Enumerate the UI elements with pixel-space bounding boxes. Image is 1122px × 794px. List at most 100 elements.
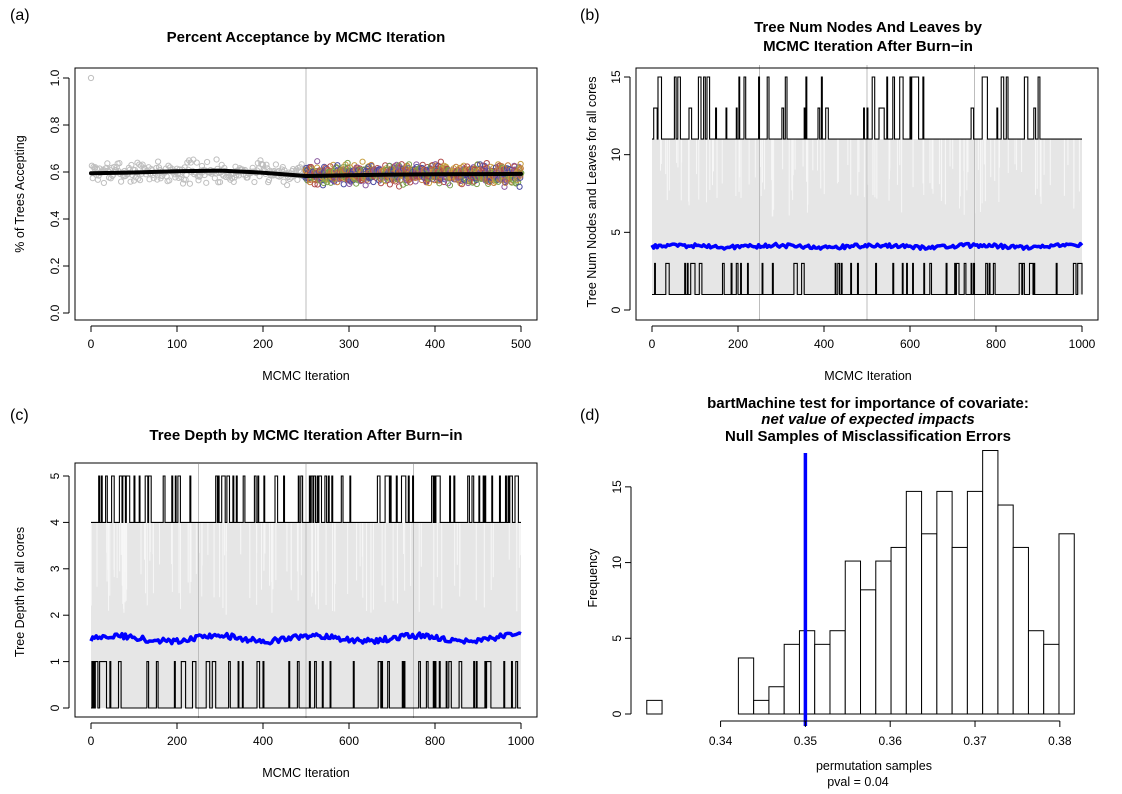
acceptance-point — [127, 178, 134, 185]
histogram-bar — [890, 546, 907, 715]
pb-x-tick-label: 600 — [900, 337, 920, 351]
panel-b-plot-area — [650, 65, 1084, 320]
pa-x-tick-label: 300 — [339, 337, 359, 351]
histogram-bar — [646, 699, 663, 715]
acceptance-point — [104, 160, 111, 167]
panel-b-x-label: MCMC Iteration — [824, 369, 912, 383]
histogram-bar — [783, 643, 800, 715]
pd-x-tick-label: 0.38 — [1048, 734, 1072, 748]
acceptance-point — [244, 174, 251, 181]
panel-c-plot-area — [89, 464, 522, 718]
acceptance-point — [516, 183, 523, 190]
acceptance-point — [118, 178, 125, 185]
pd-x-tick-label: 0.36 — [879, 734, 903, 748]
acceptance-point — [473, 180, 480, 188]
pa-x-tick-label: 400 — [425, 337, 445, 351]
panel-c-label: (c) — [10, 407, 29, 424]
histogram-bar — [1027, 630, 1045, 715]
panel-c-frame — [74, 462, 538, 718]
acceptance-point — [263, 161, 270, 168]
pb-x-tick-label: 0 — [649, 337, 656, 351]
acceptance-point — [481, 163, 488, 170]
panel-a-title: Percent Acceptance by MCMC Iteration — [167, 29, 446, 46]
panel-a-y-label: % of Trees Accepting — [13, 135, 27, 252]
acceptance-point — [405, 161, 413, 168]
acceptance-point — [517, 160, 524, 168]
pc-x-tick-label: 0 — [88, 734, 95, 748]
acceptance-point — [198, 162, 206, 170]
panel-b-frame — [635, 67, 1099, 321]
histogram-bar — [921, 533, 938, 715]
acceptance-point — [517, 165, 524, 172]
acceptance-point — [193, 159, 200, 166]
pa-x-tick-label: 200 — [253, 337, 273, 351]
acceptance-point — [280, 178, 287, 185]
acceptance-point — [265, 176, 273, 184]
histogram-bar — [982, 450, 999, 715]
pb-y-tick-label: 0 — [609, 306, 623, 313]
histogram-bar — [829, 630, 846, 715]
acceptance-point — [353, 180, 360, 187]
pd-y-tick-label: 10 — [610, 556, 624, 570]
pc-y-tick-label: 4 — [48, 519, 62, 526]
acceptance-point — [327, 163, 334, 170]
acceptance-point — [483, 159, 490, 167]
pb-x-tick-label: 1000 — [1069, 337, 1096, 351]
acceptance-point — [186, 180, 193, 187]
panel-d-title-line-2: net value of expected impacts — [761, 411, 974, 428]
pd-y-tick-label: 0 — [610, 710, 624, 717]
acceptance-point — [298, 161, 305, 168]
panel-d-x-axis: 0.34 0.35 0.36 0.37 0.38 — [709, 720, 1072, 748]
histogram-bar — [875, 560, 892, 715]
acceptance-point — [457, 180, 464, 187]
acceptance-smooth-line — [89, 168, 523, 178]
histogram-bar — [1043, 643, 1060, 715]
panel-a-plot-area — [87, 68, 525, 320]
panel-d: (d) bartMachine test for importance of c… — [580, 395, 1075, 789]
pa-y-tick-label: 0.2 — [48, 257, 62, 274]
acceptance-point — [314, 158, 321, 165]
histogram-bar — [936, 490, 953, 715]
histogram-bar — [768, 686, 785, 715]
pb-x-tick-label: 200 — [728, 337, 748, 351]
pd-y-tick-label: 15 — [610, 480, 624, 494]
pd-x-tick-label: 0.35 — [794, 734, 818, 748]
panel-c-x-axis: 0 200 400 600 800 1000 — [88, 722, 535, 748]
panel-c-y-label: Tree Depth for all cores — [13, 527, 27, 657]
panel-b-label: (b) — [580, 7, 600, 24]
pc-x-tick-label: 800 — [425, 734, 445, 748]
acceptance-point — [100, 179, 108, 187]
acceptance-point — [504, 162, 512, 169]
acceptance-point — [320, 179, 327, 187]
acceptance-point — [228, 175, 236, 182]
panel-b-title-line-2: MCMC Iteration After Burn−in — [763, 38, 973, 55]
acceptance-point — [386, 181, 393, 188]
acceptance-point — [294, 176, 301, 183]
panel-a: (a) Percent Acceptance by MCMC Iteration… — [10, 7, 538, 383]
pc-x-tick-label: 200 — [167, 734, 187, 748]
histogram-bar — [844, 560, 862, 715]
acceptance-point — [213, 156, 220, 163]
panel-d-title-line-3: Null Samples of Misclassification Errors — [725, 428, 1011, 445]
panel-d-x-label: permutation samples — [816, 759, 932, 773]
panel-c-y-axis: 0 1 2 3 4 5 — [48, 472, 70, 711]
panel-b: (b) Tree Num Nodes And Leaves by MCMC It… — [580, 7, 1099, 383]
histogram-bar — [753, 699, 770, 715]
acceptance-point — [92, 164, 99, 171]
pc-x-tick-label: 1000 — [508, 734, 535, 748]
min-series-line — [652, 262, 1083, 296]
histogram-bar — [966, 490, 984, 715]
acceptance-point — [94, 176, 101, 183]
pb-y-tick-label: 5 — [609, 229, 623, 236]
panel-d-pval: pval = 0.04 — [827, 775, 889, 789]
pc-y-tick-label: 3 — [48, 565, 62, 572]
pc-y-tick-label: 2 — [48, 612, 62, 619]
pa-y-tick-label: 0.4 — [48, 210, 62, 227]
panel-d-label: (d) — [580, 407, 600, 424]
pb-x-tick-label: 800 — [986, 337, 1006, 351]
histogram-bar — [860, 589, 877, 715]
acceptance-point — [432, 161, 439, 168]
pb-y-tick-label: 10 — [609, 148, 623, 162]
panel-a-x-axis: 0 100 200 300 400 500 — [88, 325, 531, 351]
